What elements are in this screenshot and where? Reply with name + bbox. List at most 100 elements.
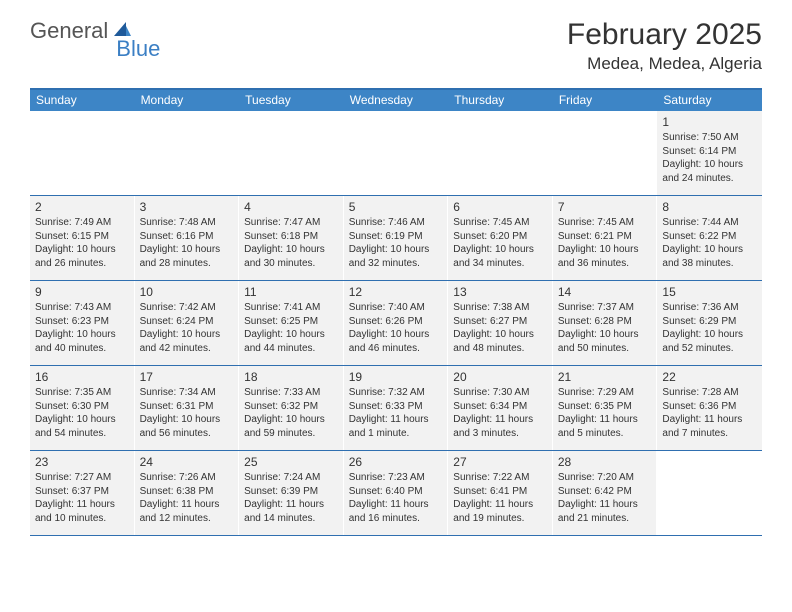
day-cell: 18Sunrise: 7:33 AMSunset: 6:32 PMDayligh… [239, 366, 344, 450]
month-title: February 2025 [567, 18, 762, 52]
day-cell: 11Sunrise: 7:41 AMSunset: 6:25 PMDayligh… [239, 281, 344, 365]
daylight-line: Daylight: 10 hours and 42 minutes. [140, 328, 234, 355]
location-text: Medea, Medea, Algeria [567, 54, 762, 74]
day-number: 8 [662, 199, 757, 215]
sunrise-line: Sunrise: 7:36 AM [662, 301, 757, 315]
day-number: 16 [35, 369, 129, 385]
day-number: 20 [453, 369, 547, 385]
day-number: 24 [140, 454, 234, 470]
sunset-line: Sunset: 6:37 PM [35, 485, 129, 499]
sunset-line: Sunset: 6:33 PM [349, 400, 443, 414]
day-cell: 19Sunrise: 7:32 AMSunset: 6:33 PMDayligh… [344, 366, 449, 450]
day-header: Saturday [657, 90, 762, 111]
daylight-line: Daylight: 10 hours and 54 minutes. [35, 413, 129, 440]
day-cell: 5Sunrise: 7:46 AMSunset: 6:19 PMDaylight… [344, 196, 449, 280]
sunset-line: Sunset: 6:19 PM [349, 230, 443, 244]
week-row: 2Sunrise: 7:49 AMSunset: 6:15 PMDaylight… [30, 196, 762, 281]
sunset-line: Sunset: 6:36 PM [662, 400, 757, 414]
sunset-line: Sunset: 6:30 PM [35, 400, 129, 414]
day-cell: 1Sunrise: 7:50 AMSunset: 6:14 PMDaylight… [657, 111, 762, 195]
day-cell: 14Sunrise: 7:37 AMSunset: 6:28 PMDayligh… [553, 281, 658, 365]
sunset-line: Sunset: 6:16 PM [140, 230, 234, 244]
day-cell: 21Sunrise: 7:29 AMSunset: 6:35 PMDayligh… [553, 366, 658, 450]
day-number: 14 [558, 284, 652, 300]
day-cell: 8Sunrise: 7:44 AMSunset: 6:22 PMDaylight… [657, 196, 762, 280]
week-row: 16Sunrise: 7:35 AMSunset: 6:30 PMDayligh… [30, 366, 762, 451]
day-cell: 24Sunrise: 7:26 AMSunset: 6:38 PMDayligh… [135, 451, 240, 535]
day-number: 11 [244, 284, 338, 300]
day-number: 4 [244, 199, 338, 215]
day-number: 21 [558, 369, 652, 385]
logo: General Blue [30, 18, 160, 44]
sunset-line: Sunset: 6:26 PM [349, 315, 443, 329]
day-cell: 27Sunrise: 7:22 AMSunset: 6:41 PMDayligh… [448, 451, 553, 535]
day-cell: 20Sunrise: 7:30 AMSunset: 6:34 PMDayligh… [448, 366, 553, 450]
daylight-line: Daylight: 11 hours and 14 minutes. [244, 498, 338, 525]
sunrise-line: Sunrise: 7:40 AM [349, 301, 443, 315]
sunset-line: Sunset: 6:28 PM [558, 315, 652, 329]
day-header: Wednesday [344, 90, 449, 111]
sunset-line: Sunset: 6:25 PM [244, 315, 338, 329]
sunrise-line: Sunrise: 7:34 AM [140, 386, 234, 400]
sunset-line: Sunset: 6:22 PM [662, 230, 757, 244]
sunset-line: Sunset: 6:29 PM [662, 315, 757, 329]
sunrise-line: Sunrise: 7:45 AM [558, 216, 652, 230]
sunrise-line: Sunrise: 7:37 AM [558, 301, 652, 315]
daylight-line: Daylight: 10 hours and 56 minutes. [140, 413, 234, 440]
day-cell: 4Sunrise: 7:47 AMSunset: 6:18 PMDaylight… [239, 196, 344, 280]
day-cell: 15Sunrise: 7:36 AMSunset: 6:29 PMDayligh… [657, 281, 762, 365]
sunrise-line: Sunrise: 7:43 AM [35, 301, 129, 315]
week-row: 23Sunrise: 7:27 AMSunset: 6:37 PMDayligh… [30, 451, 762, 536]
day-number: 19 [349, 369, 443, 385]
daylight-line: Daylight: 11 hours and 16 minutes. [349, 498, 443, 525]
day-number: 27 [453, 454, 547, 470]
empty-cell [448, 111, 553, 195]
sunset-line: Sunset: 6:42 PM [558, 485, 652, 499]
sunset-line: Sunset: 6:14 PM [662, 145, 757, 159]
day-cell: 9Sunrise: 7:43 AMSunset: 6:23 PMDaylight… [30, 281, 135, 365]
daylight-line: Daylight: 11 hours and 5 minutes. [558, 413, 652, 440]
daylight-line: Daylight: 11 hours and 7 minutes. [662, 413, 757, 440]
sunset-line: Sunset: 6:27 PM [453, 315, 547, 329]
sunset-line: Sunset: 6:41 PM [453, 485, 547, 499]
day-cell: 2Sunrise: 7:49 AMSunset: 6:15 PMDaylight… [30, 196, 135, 280]
weeks-container: 1Sunrise: 7:50 AMSunset: 6:14 PMDaylight… [30, 111, 762, 536]
day-number: 13 [453, 284, 547, 300]
day-header: Monday [135, 90, 240, 111]
daylight-line: Daylight: 10 hours and 38 minutes. [662, 243, 757, 270]
daylight-line: Daylight: 10 hours and 32 minutes. [349, 243, 443, 270]
sunset-line: Sunset: 6:40 PM [349, 485, 443, 499]
sunrise-line: Sunrise: 7:26 AM [140, 471, 234, 485]
day-cell: 28Sunrise: 7:20 AMSunset: 6:42 PMDayligh… [553, 451, 658, 535]
day-header-row: SundayMondayTuesdayWednesdayThursdayFrid… [30, 90, 762, 111]
empty-cell [344, 111, 449, 195]
day-header: Friday [553, 90, 658, 111]
empty-cell [30, 111, 135, 195]
day-header: Sunday [30, 90, 135, 111]
daylight-line: Daylight: 11 hours and 10 minutes. [35, 498, 129, 525]
sunset-line: Sunset: 6:34 PM [453, 400, 547, 414]
sunset-line: Sunset: 6:23 PM [35, 315, 129, 329]
day-number: 5 [349, 199, 443, 215]
day-number: 10 [140, 284, 234, 300]
day-cell: 7Sunrise: 7:45 AMSunset: 6:21 PMDaylight… [553, 196, 658, 280]
logo-text-general: General [30, 18, 108, 44]
sunrise-line: Sunrise: 7:46 AM [349, 216, 443, 230]
sunrise-line: Sunrise: 7:28 AM [662, 386, 757, 400]
sunrise-line: Sunrise: 7:30 AM [453, 386, 547, 400]
empty-cell [239, 111, 344, 195]
sunrise-line: Sunrise: 7:22 AM [453, 471, 547, 485]
sunset-line: Sunset: 6:20 PM [453, 230, 547, 244]
sunset-line: Sunset: 6:18 PM [244, 230, 338, 244]
week-row: 1Sunrise: 7:50 AMSunset: 6:14 PMDaylight… [30, 111, 762, 196]
day-number: 25 [244, 454, 338, 470]
day-cell: 12Sunrise: 7:40 AMSunset: 6:26 PMDayligh… [344, 281, 449, 365]
daylight-line: Daylight: 11 hours and 21 minutes. [558, 498, 652, 525]
daylight-line: Daylight: 10 hours and 26 minutes. [35, 243, 129, 270]
empty-cell [135, 111, 240, 195]
title-block: February 2025 Medea, Medea, Algeria [567, 18, 762, 74]
sunrise-line: Sunrise: 7:27 AM [35, 471, 129, 485]
sunrise-line: Sunrise: 7:23 AM [349, 471, 443, 485]
day-cell: 3Sunrise: 7:48 AMSunset: 6:16 PMDaylight… [135, 196, 240, 280]
day-cell: 22Sunrise: 7:28 AMSunset: 6:36 PMDayligh… [657, 366, 762, 450]
